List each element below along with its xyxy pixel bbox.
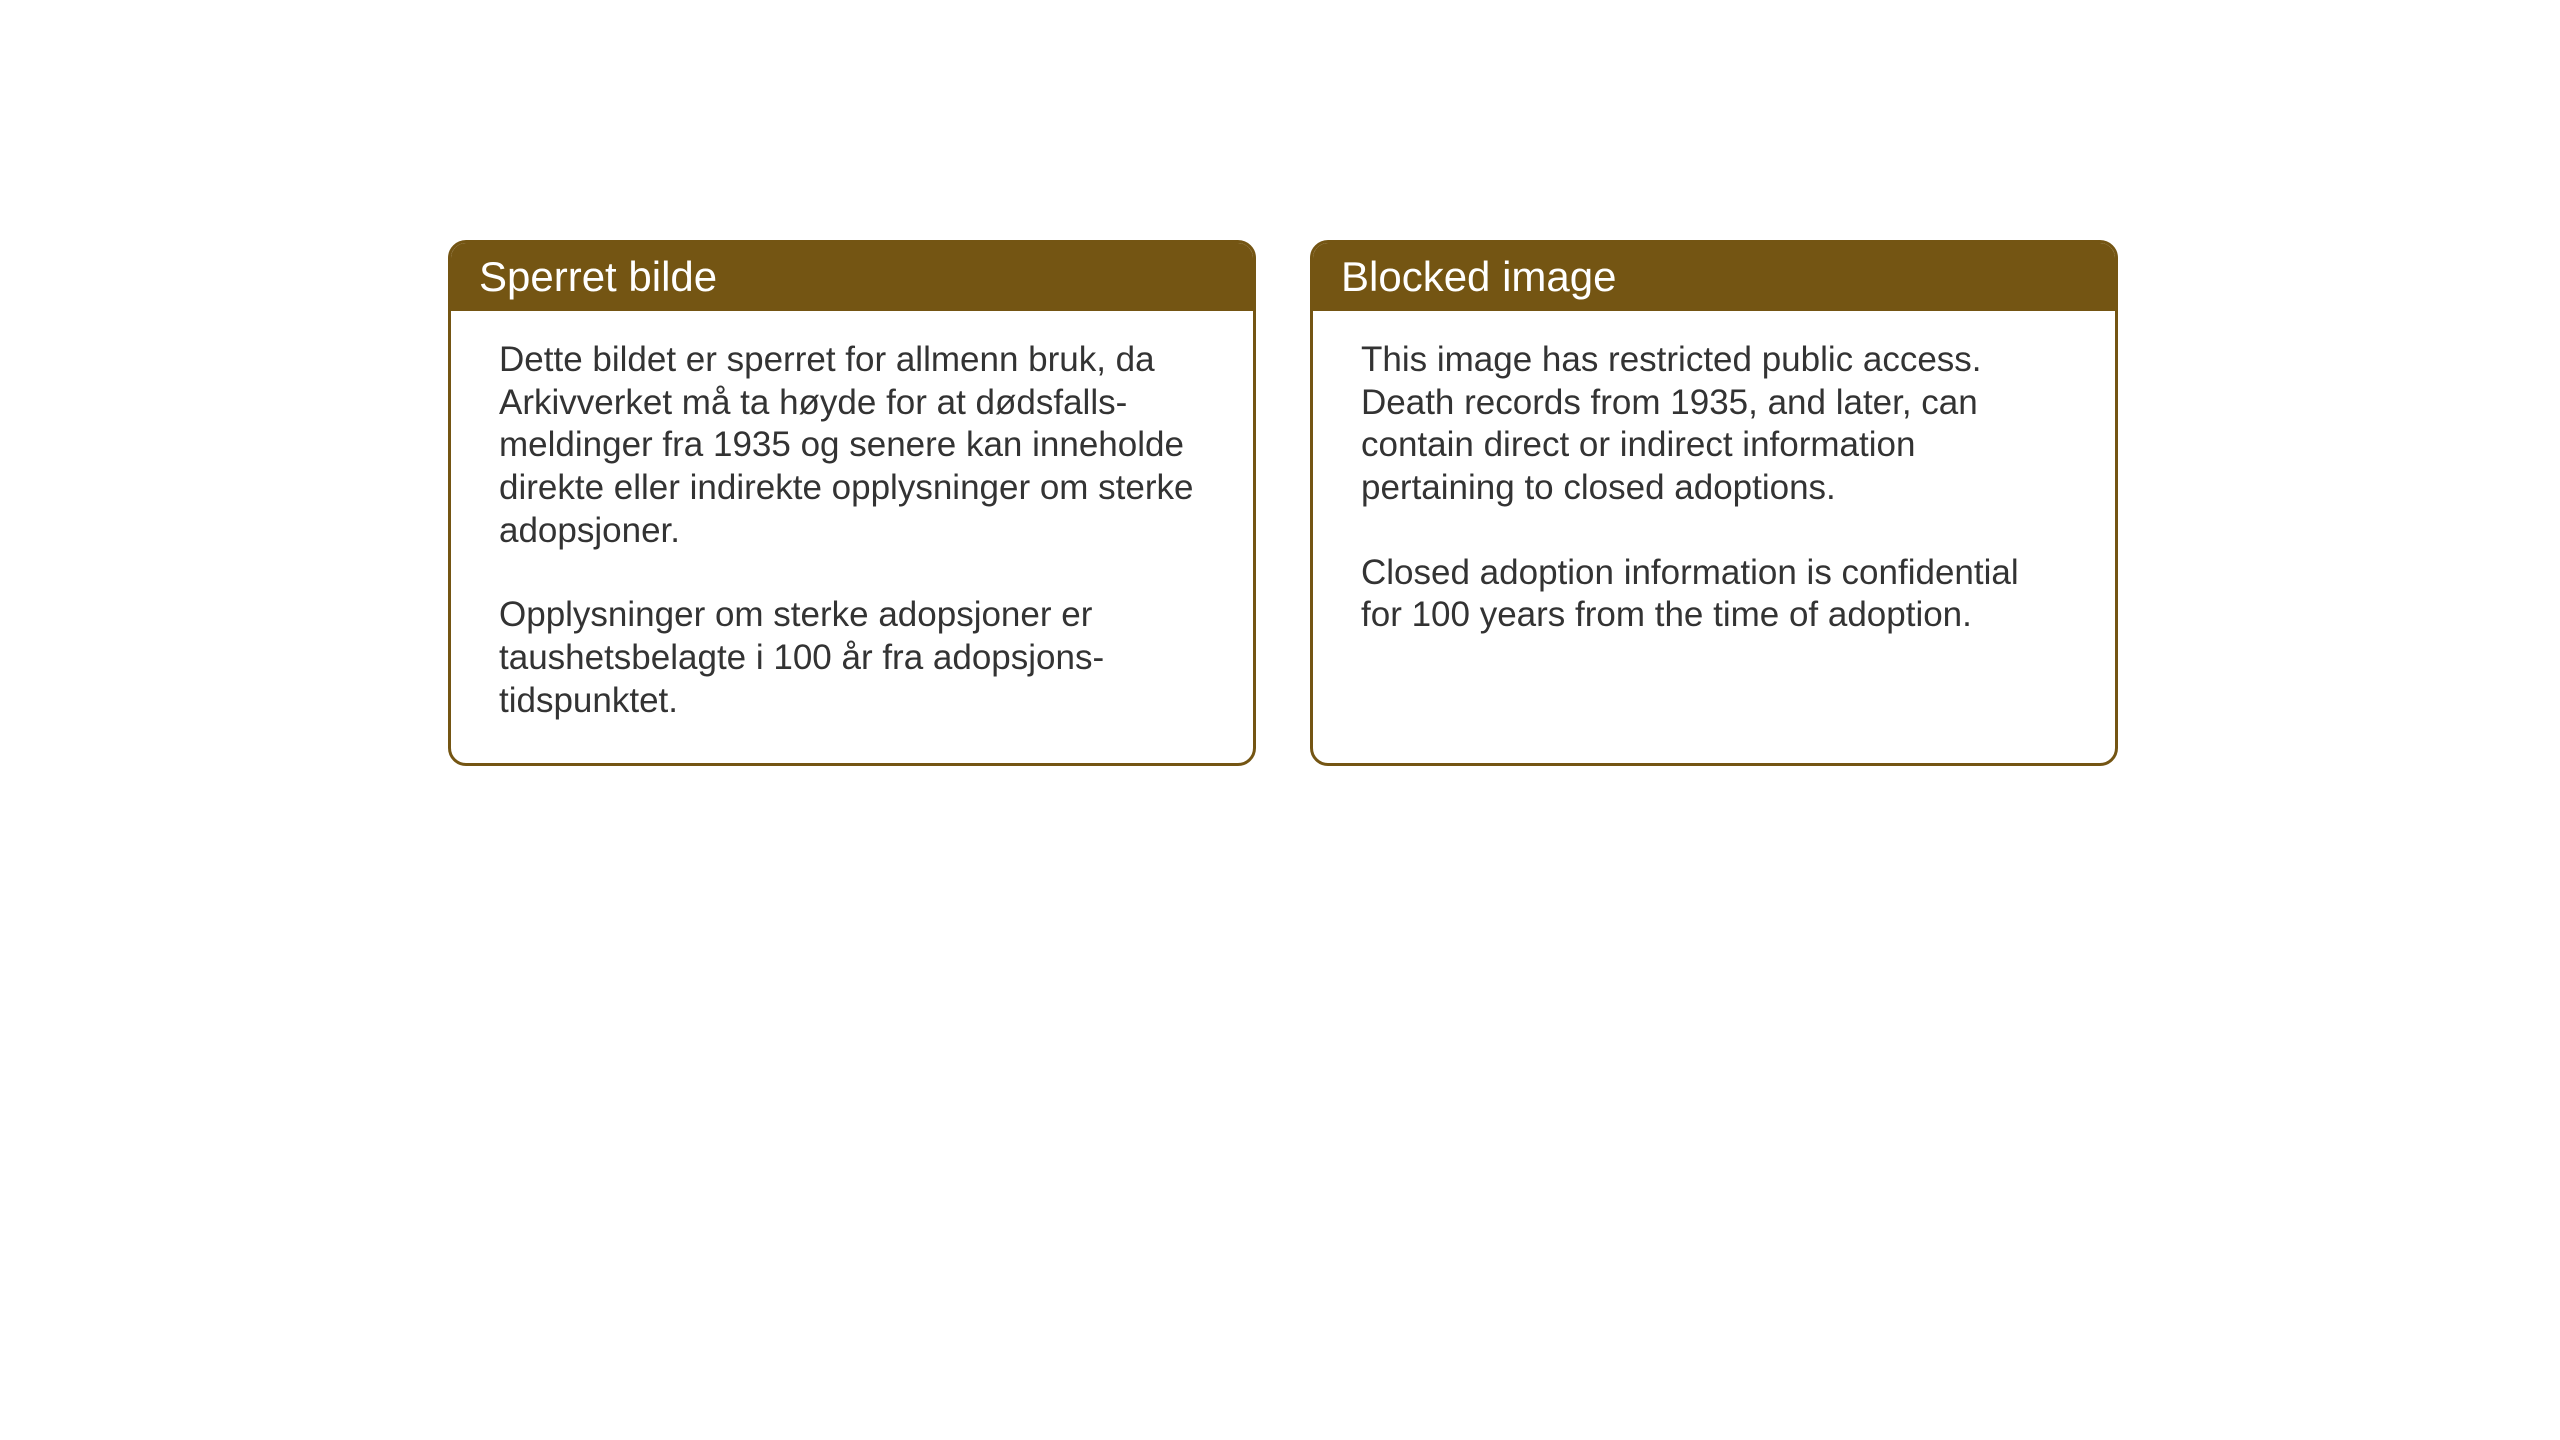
card-english-paragraph-1: This image has restricted public access.… [1361,339,2067,510]
card-norwegian-header: Sperret bilde [451,243,1253,311]
cards-container: Sperret bilde Dette bildet er sperret fo… [448,240,2118,766]
card-english: Blocked image This image has restricted … [1310,240,2118,766]
card-norwegian-body: Dette bildet er sperret for allmenn bruk… [451,311,1253,763]
card-english-paragraph-2: Closed adoption information is confident… [1361,552,2067,637]
card-norwegian-title: Sperret bilde [479,253,717,300]
card-english-title: Blocked image [1341,253,1616,300]
card-norwegian-paragraph-1: Dette bildet er sperret for allmenn bruk… [499,339,1205,552]
card-english-header: Blocked image [1313,243,2115,311]
card-norwegian-paragraph-2: Opplysninger om sterke adopsjoner er tau… [499,594,1205,722]
card-norwegian: Sperret bilde Dette bildet er sperret fo… [448,240,1256,766]
card-english-body: This image has restricted public access.… [1313,311,2115,751]
